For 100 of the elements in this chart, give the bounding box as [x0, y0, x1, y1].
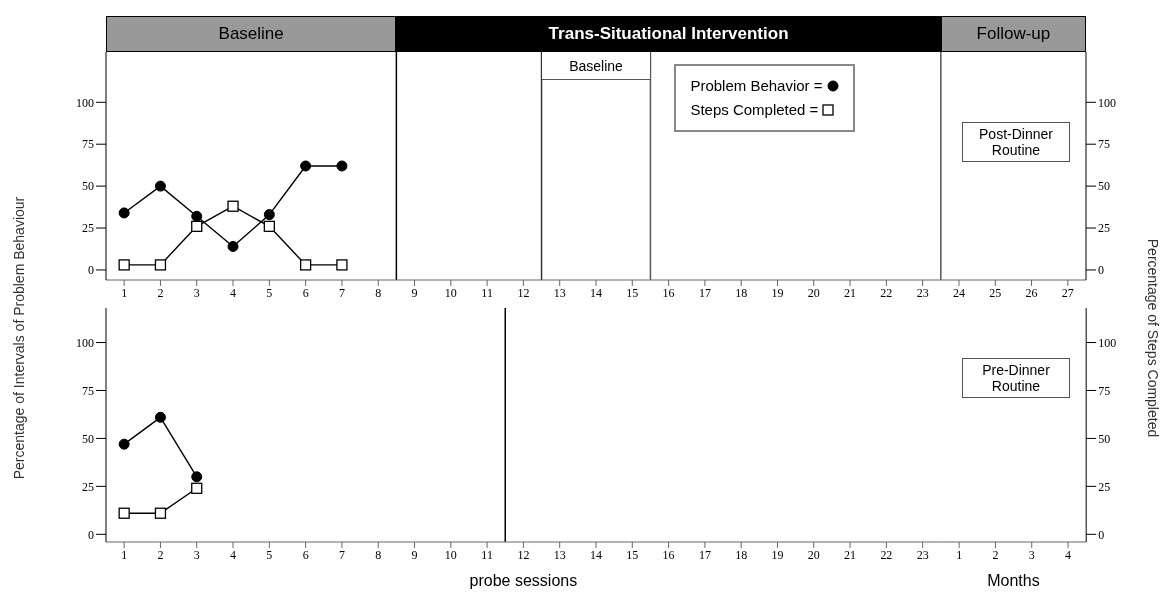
x-tick-label: 15: [626, 547, 639, 562]
x-tick-label: 21: [844, 547, 857, 562]
x-tick-label: 22: [880, 285, 893, 300]
point: [154, 411, 166, 423]
point: [191, 210, 203, 222]
x-tick-label: 18: [735, 285, 748, 300]
x-tick-label: 2: [157, 547, 164, 562]
y2-tick-label: 100: [1097, 335, 1116, 350]
x-tick-label: 24: [952, 285, 965, 300]
x-tick-label: 2: [992, 547, 999, 562]
point: [154, 507, 167, 519]
y2-tick-label: 0: [1098, 263, 1104, 278]
point: [336, 160, 348, 172]
y-tick-label: 0: [88, 527, 94, 542]
point: [118, 259, 130, 271]
x-tick-label: 23: [916, 285, 929, 300]
x-tick-label: 14: [590, 285, 602, 300]
x-tick-label: 9: [411, 285, 418, 300]
text: Follow-up: [940, 16, 1086, 52]
x-tick-label: 13: [553, 285, 566, 300]
point: [263, 209, 275, 221]
x-tick-label: 5: [266, 285, 273, 300]
x-tick-label: 19: [771, 285, 784, 300]
x-tick-label: 19: [771, 547, 784, 562]
label-box: Baseline: [541, 52, 651, 80]
x-tick-label: 1: [955, 547, 962, 562]
point: [336, 259, 348, 271]
point: [118, 507, 130, 519]
y2-tick-label: 50: [1098, 179, 1110, 194]
y-axis-title: Percentage of Intervals of Problem Behaviour: [11, 196, 27, 480]
x-tick-label: 22: [880, 547, 893, 562]
x-tick-label: 6: [302, 547, 309, 562]
y-tick-label: 25: [82, 221, 94, 236]
text: Baseline: [106, 16, 397, 52]
x-tick-label: 18: [735, 547, 748, 562]
x-tick-label: 27: [1061, 285, 1074, 300]
x-tick-label: 7: [338, 285, 345, 300]
x-tick-label: 12: [517, 285, 530, 300]
x-tick-label: 4: [230, 547, 237, 562]
x-tick-label: 6: [302, 285, 309, 300]
x-tick-label: 21: [844, 285, 857, 300]
x-tick-label: 20: [807, 285, 820, 300]
point: [300, 160, 312, 172]
y2-tick-label: 75: [1098, 137, 1110, 152]
x-tick-label: 1: [121, 285, 128, 300]
x-tick-label: 7: [338, 547, 345, 562]
x-tick-label: 10: [444, 285, 457, 300]
text: Trans-Situational Intervention: [396, 16, 941, 52]
point: [191, 220, 203, 232]
x-tick-label: 8: [375, 547, 382, 562]
point: [191, 482, 203, 494]
y-tick-label: 100: [76, 335, 94, 350]
x-tick-label: 14: [590, 547, 602, 562]
y2-tick-label: 75: [1097, 383, 1110, 398]
y2-tick-label: 0: [1097, 527, 1104, 542]
x-tick-label: 13: [553, 547, 566, 562]
x-tick-label: 15: [626, 285, 639, 300]
x-tick-label: 10: [444, 547, 457, 562]
y2-tick-label: 25: [1097, 479, 1110, 494]
y-tick-label: 100: [76, 95, 94, 110]
point: [263, 220, 275, 232]
x-tick-label: 16: [662, 547, 675, 562]
y-tick-label: 25: [82, 479, 95, 494]
point: [154, 180, 166, 192]
x-tick-label: 4: [230, 285, 237, 300]
y-tick-label: 0: [88, 263, 94, 278]
x-tick-label: 12: [517, 547, 530, 562]
x-tick-label: 25: [989, 285, 1002, 300]
point: [118, 207, 130, 219]
y-tick-label: 75: [82, 137, 94, 152]
x-tick-label: 8: [375, 285, 382, 300]
x-tick-label: 11: [481, 547, 493, 562]
x-tick-label: 20: [807, 547, 820, 562]
x-axis-title: probe sessions: [468, 572, 579, 590]
point: [154, 259, 167, 271]
y2-tick-label: 50: [1097, 431, 1110, 446]
point: [227, 240, 239, 252]
x-tick-label: 9: [411, 547, 418, 562]
point: [191, 471, 203, 483]
y2-axis-title: Percentage of Steps Completed: [1145, 238, 1161, 438]
x-tick-label: 17: [698, 285, 711, 300]
x-tick-label: 23: [916, 547, 929, 562]
y-tick-label: 50: [82, 431, 95, 446]
y2-tick-label: 25: [1098, 221, 1110, 236]
y2-tick-label: 100: [1098, 95, 1116, 110]
x-tick-label: 1: [121, 547, 128, 562]
x-tick-label: 4: [1064, 547, 1071, 562]
point: [299, 259, 312, 271]
x-tick-label: 5: [266, 547, 273, 562]
x-tick-label: 3: [1028, 547, 1035, 562]
x-tick-label: 3: [193, 285, 200, 300]
legend-label: Steps Completed =: [690, 100, 819, 120]
point: [118, 438, 130, 450]
x-tick-label: 3: [193, 547, 200, 562]
x-axis-title: Months: [986, 572, 1041, 590]
x-tick-label: 11: [481, 285, 493, 300]
x-tick-label: 17: [698, 547, 711, 562]
point: [227, 200, 239, 212]
y-tick-label: 50: [82, 179, 94, 194]
legend-label: Problem Behavior =: [690, 76, 823, 96]
